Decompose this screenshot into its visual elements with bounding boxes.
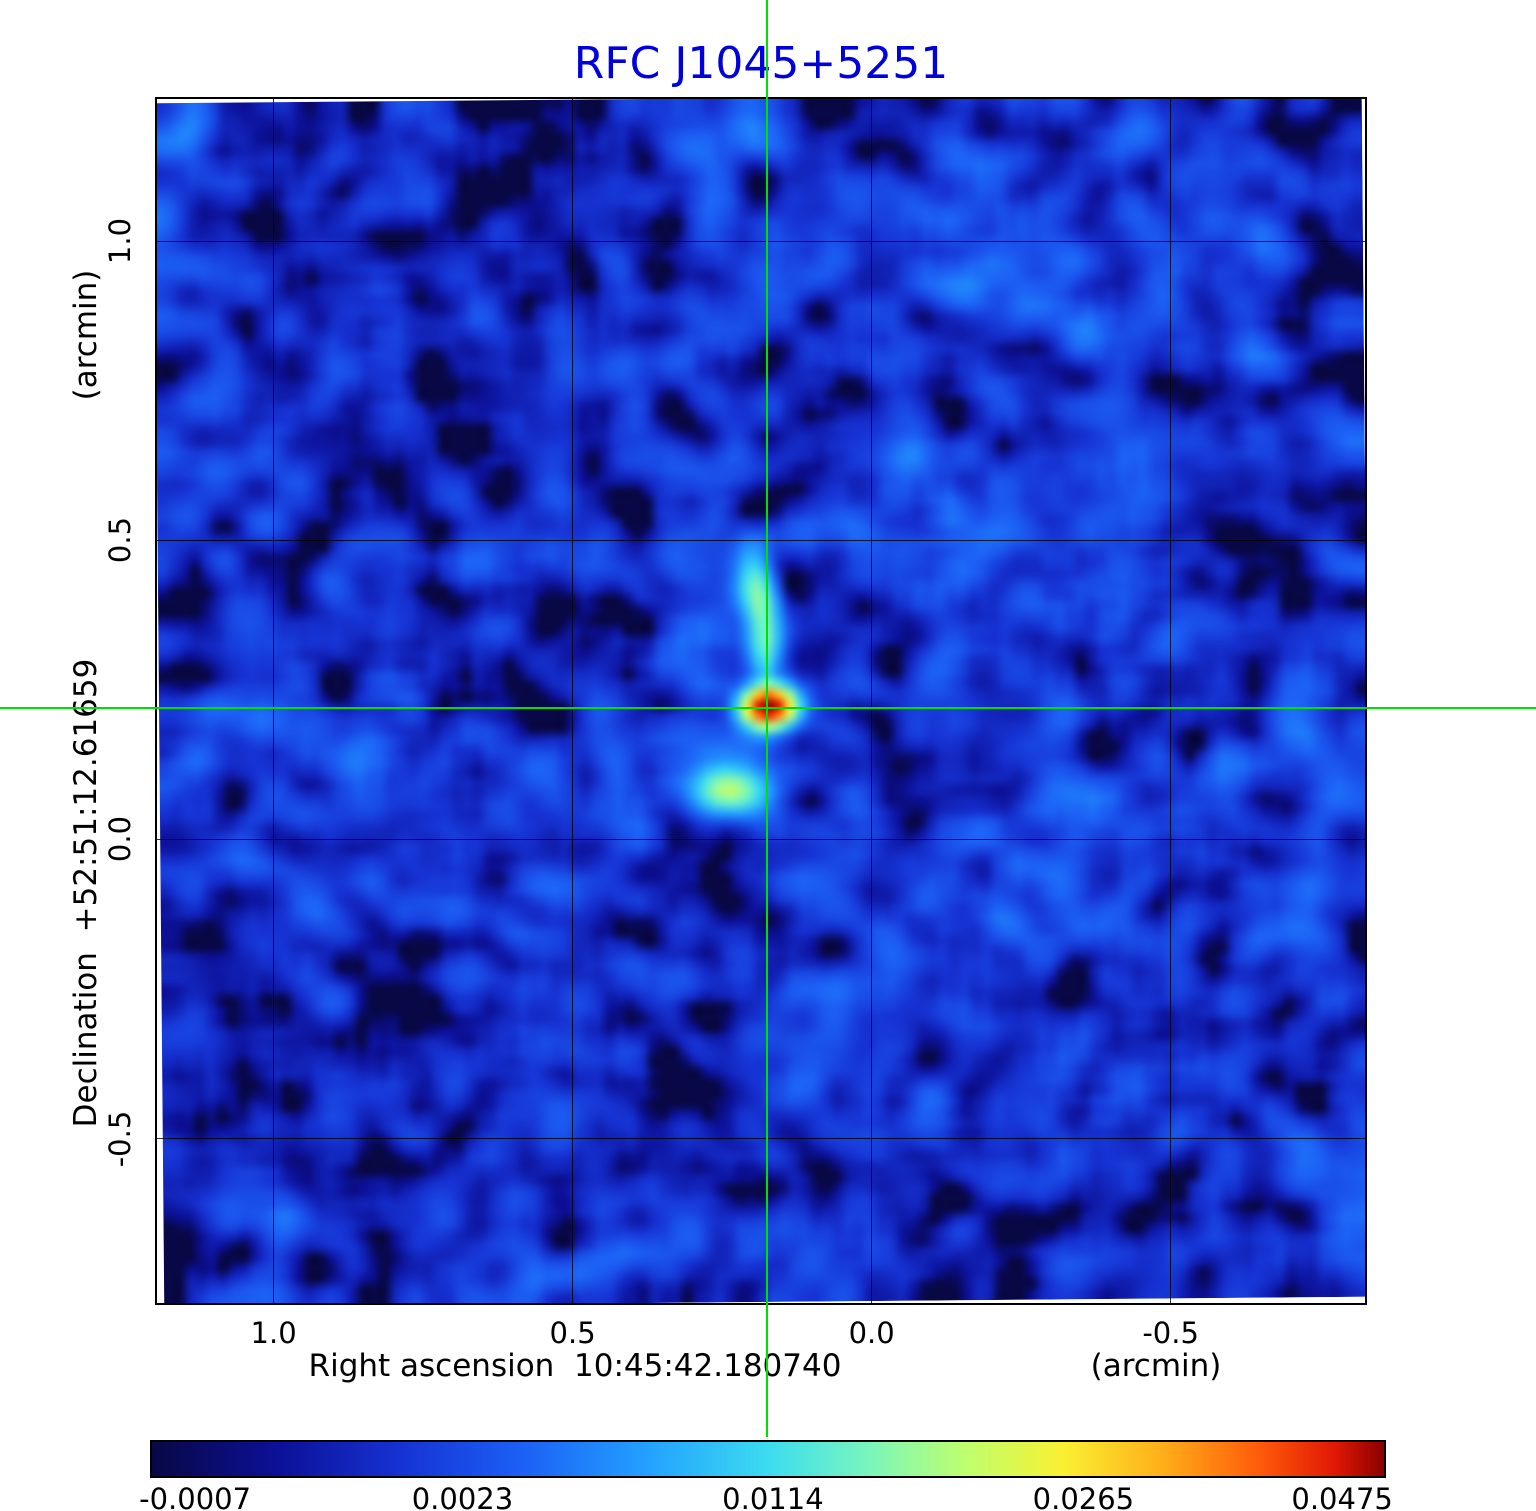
y-tick-label: 1.0 (103, 218, 137, 265)
grid-line-vertical (1170, 99, 1172, 1303)
colorbar (150, 1440, 1386, 1478)
figure-title: RFC J1045+5251 (573, 38, 949, 89)
y-tick-label: -0.5 (103, 1110, 137, 1167)
y-axis-unit-label: (arcmin) (68, 269, 104, 401)
grid-line-vertical (572, 99, 574, 1303)
plot-area (155, 97, 1367, 1305)
grid-line-horizontal (157, 1138, 1365, 1140)
y-tick-label: 0.0 (103, 816, 137, 863)
colorbar-tick-label: 0.0475 (1291, 1482, 1393, 1511)
colorbar-tick-label: 0.0265 (1032, 1482, 1135, 1511)
x-tick-label: 0.0 (848, 1316, 895, 1350)
colorbar-tick-label: 0.0023 (411, 1482, 514, 1511)
crosshair-horizontal-line (0, 706, 1536, 709)
y-axis-label: Declination +52:51:12.61659 (68, 658, 104, 1128)
x-tick-label: 1.0 (250, 1316, 297, 1350)
y-tick-label: 0.5 (103, 517, 137, 564)
colorbar-tick-label: 0.0114 (722, 1482, 824, 1511)
grid-line-vertical (273, 99, 275, 1303)
colorbar-canvas (152, 1442, 1384, 1476)
x-tick-label: -0.5 (1142, 1316, 1199, 1350)
grid-line-horizontal (157, 539, 1365, 541)
x-tick-label: 0.5 (549, 1316, 596, 1350)
grid-line-vertical (871, 99, 873, 1303)
grid-line-horizontal (157, 838, 1365, 840)
x-axis-label: Right ascension 10:45:42.180740 (308, 1348, 842, 1384)
x-axis-unit-label: (arcmin) (1090, 1348, 1222, 1384)
crosshair-vertical-line (765, 0, 768, 1437)
grid-line-horizontal (157, 240, 1365, 242)
colorbar-tick-label: -0.0007 (139, 1482, 252, 1511)
heatmap-canvas (157, 99, 1365, 1303)
